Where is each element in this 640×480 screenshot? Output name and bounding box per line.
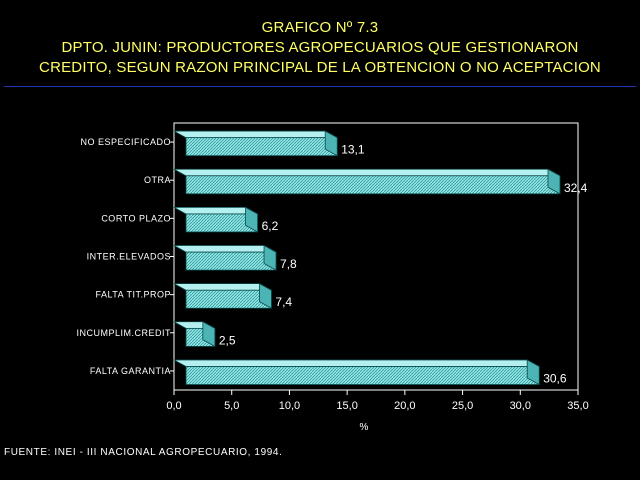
value-label: 32,4: [564, 181, 588, 195]
bar-top: [173, 168, 561, 177]
category-label: INTER.ELEVADOS: [87, 252, 171, 262]
category-label: FALTA TIT.PROP: [95, 290, 171, 300]
bar: [185, 137, 338, 157]
x-tick-label: 5,0: [224, 400, 239, 412]
value-label: 2,5: [219, 333, 236, 347]
category-label: CORTO PLAZO: [101, 213, 171, 223]
value-label: 7,8: [280, 257, 297, 271]
bar-top: [173, 130, 338, 139]
bar-side: [202, 321, 216, 348]
value-label: 7,4: [275, 295, 292, 309]
bar-side: [245, 206, 258, 233]
bar-side: [547, 168, 561, 195]
title-divider: [4, 86, 636, 87]
bar-top: [173, 283, 272, 291]
bar-side: [259, 282, 272, 309]
bar: [185, 251, 277, 271]
bar-side: [526, 359, 540, 386]
category-label: INCUMPLIM.CREDIT: [76, 328, 171, 338]
bar-top: [173, 359, 540, 367]
bar: [185, 289, 272, 309]
category-label: FALTA GARANTIA: [90, 366, 171, 376]
chart-title: GRAFICO Nº 7.3 DPTO. JUNIN: PRODUCTORES …: [0, 18, 640, 78]
bar-top: [173, 245, 277, 253]
bar: [185, 175, 561, 195]
bar-side: [324, 130, 338, 157]
value-label: 30,6: [543, 372, 567, 386]
x-tick-label: 30,0: [510, 400, 531, 412]
x-tick-label: 0,0: [166, 400, 181, 412]
x-tick-label: 25,0: [452, 400, 473, 412]
bar: [185, 366, 540, 385]
bar-side: [263, 244, 277, 271]
x-axis-label: %: [360, 422, 369, 433]
value-label: 6,2: [262, 219, 279, 233]
title-line-1: GRAFICO Nº 7.3: [261, 19, 379, 36]
bar-top: [173, 206, 258, 215]
value-label: 13,1: [341, 143, 365, 157]
title-line-3: CREDITO, SEGUN RAZON PRINCIPAL DE LA OBT…: [39, 59, 601, 76]
x-tick-label: 35,0: [567, 400, 588, 412]
x-tick-label: 20,0: [394, 400, 415, 412]
source-note: FUENTE: INEI - III NACIONAL AGROPECUARIO…: [4, 447, 283, 458]
category-label: NO ESPECIFICADO: [80, 137, 171, 147]
category-label: OTRA: [144, 175, 171, 185]
x-tick-label: 10,0: [279, 400, 300, 412]
title-line-2: DPTO. JUNIN: PRODUCTORES AGROPECUARIOS Q…: [61, 39, 579, 56]
x-tick-label: 15,0: [336, 400, 357, 412]
